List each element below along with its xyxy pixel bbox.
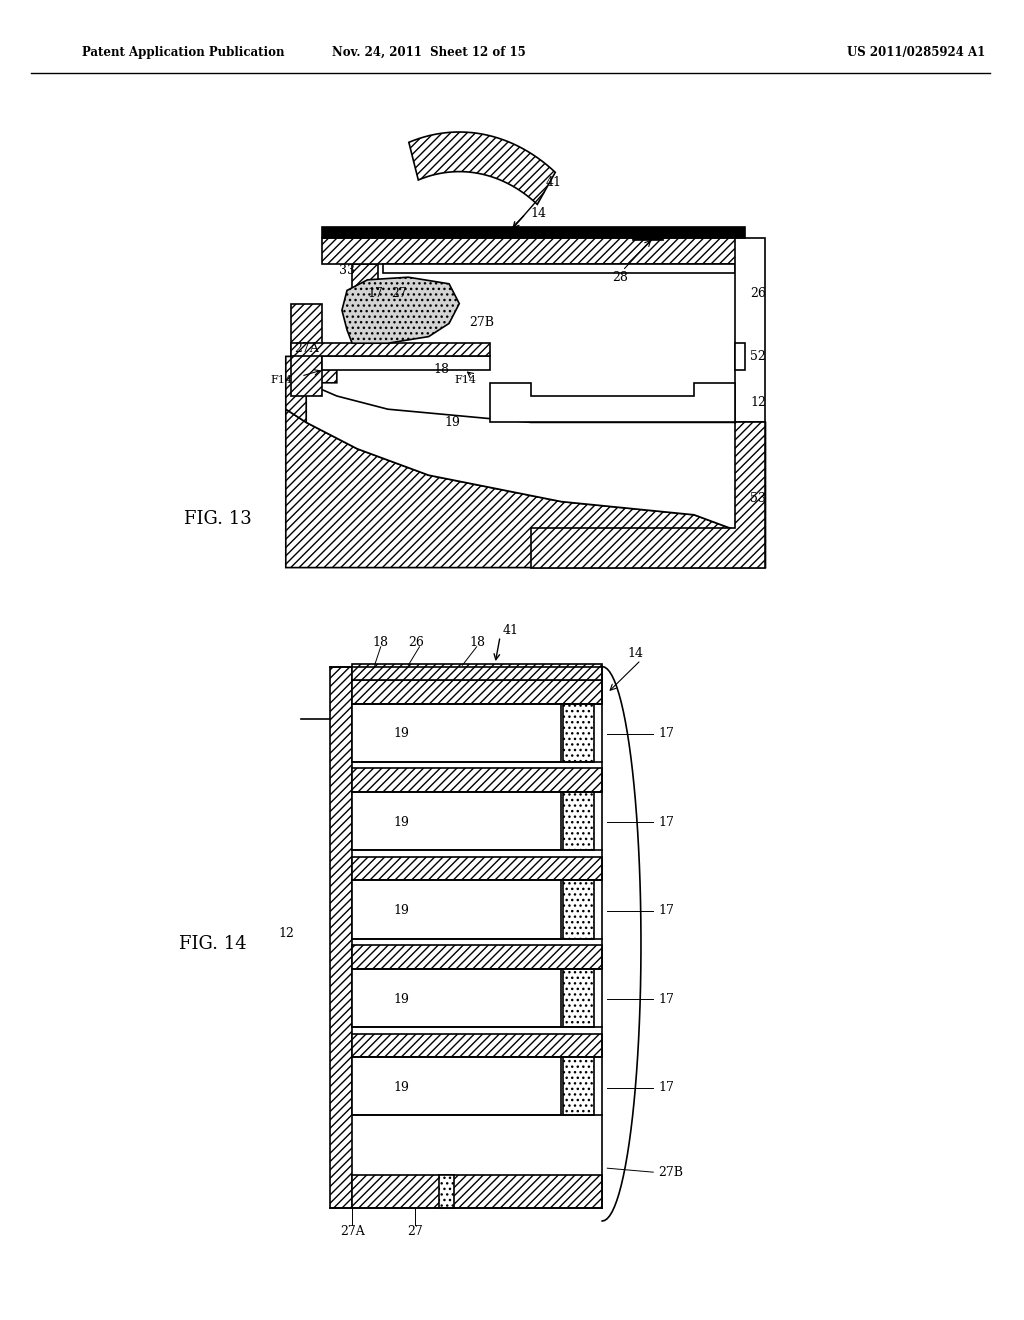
- Bar: [352, 880, 561, 939]
- Text: Nov. 24, 2011  Sheet 12 of 15: Nov. 24, 2011 Sheet 12 of 15: [332, 46, 525, 59]
- Bar: [563, 704, 594, 762]
- Text: 17: 17: [658, 1081, 674, 1094]
- Polygon shape: [735, 343, 745, 370]
- Text: 28: 28: [612, 271, 629, 284]
- Text: 19: 19: [393, 993, 409, 1006]
- Text: FIG. 13: FIG. 13: [183, 510, 252, 528]
- Bar: [563, 969, 594, 1027]
- Text: 14: 14: [628, 647, 644, 660]
- Text: Patent Application Publication: Patent Application Publication: [82, 46, 284, 59]
- Polygon shape: [306, 383, 766, 541]
- Polygon shape: [530, 422, 766, 568]
- Text: 27A: 27A: [340, 1225, 365, 1238]
- Text: 12: 12: [751, 396, 766, 409]
- Polygon shape: [286, 409, 766, 568]
- Text: 33: 33: [339, 264, 355, 277]
- Bar: [352, 768, 602, 792]
- Text: 18: 18: [434, 363, 450, 376]
- Polygon shape: [489, 383, 735, 422]
- Polygon shape: [291, 304, 322, 396]
- Text: 17: 17: [658, 727, 674, 741]
- Text: 17: 17: [658, 993, 674, 1006]
- Text: US 2011/0285924 A1: US 2011/0285924 A1: [847, 46, 985, 59]
- Text: 27A: 27A: [294, 342, 318, 355]
- Text: F14: F14: [455, 375, 476, 385]
- Text: 19: 19: [393, 1081, 409, 1094]
- Bar: [352, 704, 561, 762]
- Polygon shape: [383, 264, 735, 273]
- Text: 12: 12: [279, 927, 294, 940]
- Bar: [352, 664, 602, 680]
- Text: F14: F14: [270, 375, 293, 385]
- Bar: [352, 857, 602, 880]
- Text: 19: 19: [393, 727, 409, 741]
- Bar: [439, 1175, 455, 1208]
- Text: FIG. 14: FIG. 14: [178, 935, 246, 953]
- Text: 41: 41: [502, 624, 518, 638]
- Text: 18: 18: [373, 636, 388, 649]
- Bar: [352, 1034, 602, 1057]
- Text: 27: 27: [391, 286, 407, 300]
- Bar: [352, 792, 561, 850]
- Polygon shape: [352, 264, 378, 304]
- Bar: [352, 1057, 561, 1115]
- Polygon shape: [286, 356, 337, 422]
- Text: 17: 17: [658, 904, 674, 917]
- Polygon shape: [291, 343, 489, 356]
- Polygon shape: [735, 238, 766, 422]
- Polygon shape: [322, 356, 489, 370]
- Text: 27: 27: [408, 1225, 423, 1238]
- Bar: [563, 880, 594, 939]
- Text: 26: 26: [409, 636, 424, 649]
- Text: 17: 17: [658, 816, 674, 829]
- Text: 41: 41: [546, 176, 562, 189]
- Bar: [352, 1175, 602, 1208]
- Bar: [563, 1057, 594, 1115]
- Text: 17: 17: [368, 286, 383, 300]
- Text: 53: 53: [751, 492, 766, 506]
- Text: 19: 19: [444, 416, 460, 429]
- Bar: [330, 667, 352, 1208]
- Bar: [352, 969, 561, 1027]
- Text: 52: 52: [751, 350, 766, 363]
- Text: 14: 14: [530, 207, 547, 220]
- Text: 18: 18: [470, 636, 485, 649]
- Polygon shape: [409, 132, 555, 205]
- Text: 19: 19: [393, 816, 409, 829]
- Bar: [633, 230, 664, 240]
- Polygon shape: [342, 277, 460, 343]
- Text: 26: 26: [751, 286, 766, 300]
- Polygon shape: [322, 227, 745, 238]
- Bar: [563, 792, 594, 850]
- Text: 19: 19: [393, 904, 409, 917]
- Text: 27B: 27B: [658, 1166, 683, 1179]
- Text: 27B: 27B: [470, 315, 495, 329]
- Polygon shape: [322, 238, 745, 264]
- Bar: [352, 680, 602, 704]
- Bar: [352, 945, 602, 969]
